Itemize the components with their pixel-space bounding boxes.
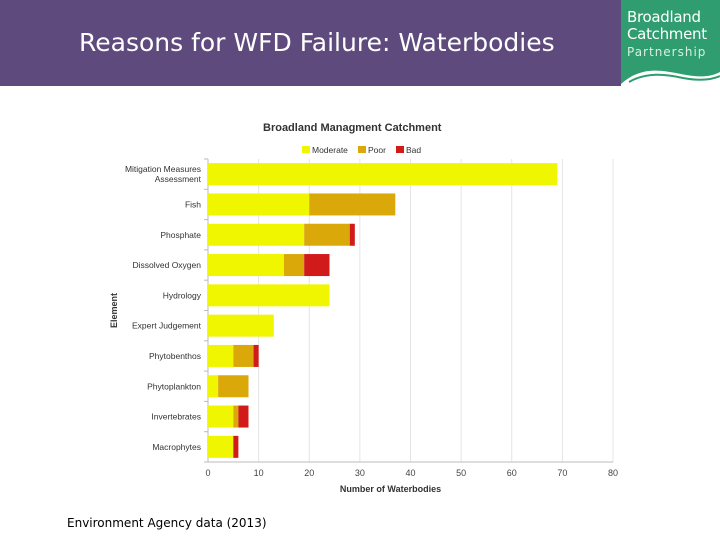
chart-title: Broadland Managment Catchment bbox=[263, 122, 442, 134]
bar-moderate bbox=[208, 223, 305, 246]
logo-text-line2: Catchment bbox=[627, 25, 707, 43]
category-label: Invertebrates bbox=[151, 412, 201, 422]
bar-bad bbox=[238, 405, 249, 428]
bar-poor bbox=[233, 344, 254, 367]
x-tick-label: 30 bbox=[355, 468, 365, 478]
bar-bad bbox=[304, 254, 330, 277]
x-axis-label: Number of Waterbodies bbox=[340, 484, 441, 494]
x-tick-label: 70 bbox=[557, 468, 567, 478]
bar-poor bbox=[304, 223, 350, 246]
bar-moderate bbox=[208, 375, 219, 398]
logo-text-line1: Broadland bbox=[627, 8, 701, 26]
x-tick-label: 80 bbox=[608, 468, 618, 478]
x-tick-label: 60 bbox=[507, 468, 517, 478]
bar-moderate bbox=[208, 314, 274, 337]
legend-swatch-poor bbox=[358, 146, 366, 153]
category-label: Fish bbox=[185, 199, 201, 209]
legend-swatch-moderate bbox=[302, 146, 310, 153]
bar-moderate bbox=[208, 435, 234, 458]
bar-poor bbox=[233, 405, 239, 428]
x-tick-label: 10 bbox=[254, 468, 264, 478]
x-tick-label: 50 bbox=[456, 468, 466, 478]
x-tick-label: 0 bbox=[205, 468, 210, 478]
category-label: Hydrology bbox=[163, 290, 202, 300]
x-tick-label: 40 bbox=[405, 468, 415, 478]
header-bar: Reasons for WFD Failure: Waterbodies Bro… bbox=[0, 0, 720, 86]
legend-label-poor: Poor bbox=[368, 145, 386, 155]
category-label: Macrophytes bbox=[152, 442, 201, 452]
bar-moderate bbox=[208, 284, 330, 307]
legend-label-bad: Bad bbox=[406, 145, 421, 155]
stacked-bar-chart: Broadland Managment Catchment Moderate Poo… bbox=[109, 122, 618, 494]
legend-swatch-bad bbox=[396, 146, 404, 153]
bar-bad bbox=[253, 344, 259, 367]
x-tick-label: 20 bbox=[304, 468, 314, 478]
category-label: Phytobenthos bbox=[149, 351, 201, 361]
bar-bad bbox=[349, 223, 355, 246]
bar-moderate bbox=[208, 254, 284, 277]
bar-bad bbox=[233, 435, 239, 458]
logo-text-line3: Partnership bbox=[627, 45, 707, 59]
slide-title: Reasons for WFD Failure: Waterbodies bbox=[79, 28, 555, 57]
category-label: Assessment bbox=[155, 174, 202, 184]
y-axis-label: Element bbox=[109, 293, 119, 328]
bar-moderate bbox=[208, 193, 310, 216]
bar-poor bbox=[218, 375, 249, 398]
category-label: Phytoplankton bbox=[147, 381, 201, 391]
bar-poor bbox=[283, 254, 305, 277]
partnership-logo: Broadland Catchment Partnership bbox=[621, 0, 720, 86]
river-icon bbox=[621, 70, 720, 86]
category-label: Phosphate bbox=[160, 230, 201, 240]
legend-label-moderate: Moderate bbox=[312, 145, 348, 155]
category-label: Dissolved Oxygen bbox=[132, 260, 201, 270]
bar-moderate bbox=[208, 344, 234, 367]
category-label: Mitigation Measures bbox=[125, 164, 201, 174]
category-label: Expert Judgement bbox=[132, 321, 202, 331]
chart-container: Broadland Managment Catchment Moderate Poo… bbox=[100, 112, 640, 502]
source-note: Environment Agency data (2013) bbox=[67, 516, 267, 530]
bar-moderate bbox=[208, 405, 234, 428]
bar-moderate bbox=[208, 163, 558, 186]
bar-poor bbox=[309, 193, 396, 216]
